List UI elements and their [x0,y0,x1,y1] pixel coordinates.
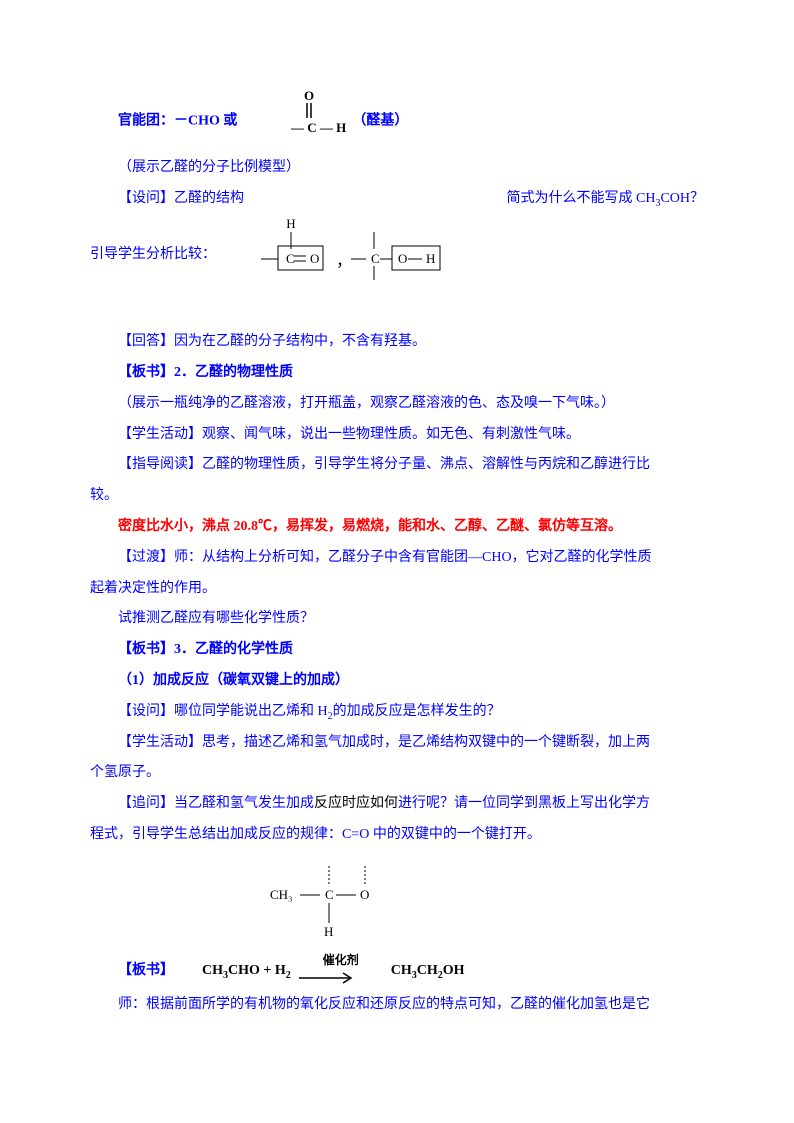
label-activity: 【学生活动】 [118,427,202,442]
answer-line: 【回答】因为在乙醛的分子结构中，不含有羟基。 [90,327,704,358]
q-right: 简式为什么不能写成 CH [506,191,655,206]
predict-line: 试推测乙醛应有哪些化学性质？ [90,604,704,635]
label-board3: 【板书】 [118,642,174,657]
compare-diagram: H C O ， C O H [236,214,456,297]
svg-text:CH₃: CH₃ [270,887,293,902]
question-2: 【设问】哪位同学能说出乙烯和 H2的加成反应是怎样发生的？ [90,697,704,728]
fu-cont: 程式，引导学生总结出加成反应的规律：C=O 中的双键中的一个键打开。 [90,820,704,851]
board-2: 【板书】2．乙醛的物理性质 [90,358,704,389]
svg-text:O: O [304,90,314,103]
transition-line: 【过渡】师：从结构上分析可知，乙醛分子中含有官能团—CHO，它对乙醛的化学性质 [90,543,704,574]
guide-text: 乙醛的物理性质，引导学生将分子量、沸点、溶解性与丙烷和乙醇进行比 [202,457,650,472]
transition-text: 师：从结构上分析可知，乙醛分子中含有官能团—CHO，它对乙醛的化学性质 [174,550,652,565]
label-q2: 【设问】 [118,704,174,719]
svg-text:C: C [325,887,334,902]
lead-analyze: 引导学生分析比较： [90,240,216,271]
functional-group-line: 官能团：－CHO 或 O — C — H （醛基） [90,90,704,153]
label-transition: 【过渡】 [118,550,174,565]
arrow-block: 催化剂 [295,954,359,990]
label-answer: 【回答】 [118,334,174,349]
eq-rhs: CH3CH2OH [363,956,465,987]
answer-text: 因为在乙醛的分子结构中，不含有羟基。 [174,334,426,349]
svg-text:C: C [371,251,380,266]
svg-text:H: H [324,924,333,939]
board-3: 【板书】3．乙醛的化学性质 [90,635,704,666]
svg-text:O: O [360,887,369,902]
student-activity-1: 【学生活动】观察、闻气味，说出一些物理性质。如无色、有刺激性气味。 [90,420,704,451]
svg-text:O: O [310,251,319,266]
document-page: 官能团：－CHO 或 O — C — H （醛基） （展示乙醛的分子比例模型） … [0,0,794,1123]
q2-text2: 的加成反应是怎样发生的？ [333,704,501,719]
svg-text:，: ， [336,253,352,270]
intermediate-diagram: CH₃ C H O [250,851,410,941]
arrow-icon [297,966,357,990]
fu-text-black: 反应时应如何 [314,796,398,811]
followup-line: 【追问】当乙醛和氢气发生加成反应时应如何进行呢？请一位同学到黑板上写出化学方 [90,789,704,820]
svg-text:H: H [286,216,295,231]
label-act2: 【学生活动】 [118,735,202,750]
guide-read-cont: 较。 [90,481,704,512]
label-followup: 【追问】 [118,796,174,811]
addition-heading: （1）加成反应（碳氧双键上的加成） [90,666,704,697]
formyl-diagram: O — C — H [241,90,349,153]
student-activity-2: 【学生活动】思考，描述乙烯和氢气加成时，是乙烯结构双键中的一个键断裂，加上两 [90,728,704,759]
q-right2: COH？ [660,191,704,206]
eq-lhs: CH3CHO + H2 [174,956,291,987]
teacher-note: 师：根据前面所学的有机物的氧化反应和还原反应的特点可知，乙醛的催化加氢也是它 [90,990,704,1021]
svg-text:O: O [398,251,407,266]
activity-text: 观察、闻气味，说出一些物理性质。如无色、有刺激性气味。 [202,427,580,442]
density-line: 密度比水小，沸点 20.8℃，易挥发，易燃烧，能和水、乙醇、乙醚、氯仿等互溶。 [90,512,704,543]
fu-text2: 进行呢？请一位同学到黑板上写出化学方 [398,796,650,811]
fu-text1: 当乙醛和氢气发生加成 [174,796,314,811]
board-title-2: 2．乙醛的物理性质 [174,365,293,380]
guide-read: 【指导阅读】乙醛的物理性质，引导学生将分子量、沸点、溶解性与丙烷和乙醇进行比 [90,450,704,481]
svg-text:— C — H: — C — H [290,120,346,135]
label-question: 【设问】 [118,191,174,206]
label-guide: 【指导阅读】 [118,457,202,472]
label-board-eq: 【板书】 [90,956,174,987]
svg-text:H: H [426,251,435,266]
act2-text: 思考，描述乙烯和氢气加成时，是乙烯结构双键中的一个键断裂，加上两 [202,735,650,750]
label-board: 【板书】 [118,365,174,380]
board-title-3: 3．乙醛的化学性质 [174,642,293,657]
act2-cont: 个氢原子。 [90,758,704,789]
catalyst-label: 催化剂 [295,954,359,966]
intermediate-diagram-wrap: CH₃ C H O [90,851,704,954]
transition-cont: 起着决定性的作用。 [90,574,704,605]
func-suffix: （醛基） [352,114,408,129]
question-row: 【设问】乙醛的结构 简式为什么不能写成 CH3COH？ [90,184,704,215]
show-bottle: （展示一瓶纯净的乙醛溶液，打开瓶盖，观察乙醛溶液的色、态及嗅一下气味。） [90,389,704,420]
func-label: 官能团：－CHO 或 [118,114,237,129]
svg-text:C: C [286,251,295,266]
equation-line: 【板书】 CH3CHO + H2 催化剂 CH3CH2OH [90,954,704,990]
model-display: （展示乙醛的分子比例模型） [90,153,704,184]
q2-text: 哪位同学能说出乙烯和 H [174,704,328,719]
q-text: 乙醛的结构 [174,191,244,206]
compare-row: 引导学生分析比较： H C O ， C O H [90,214,704,297]
